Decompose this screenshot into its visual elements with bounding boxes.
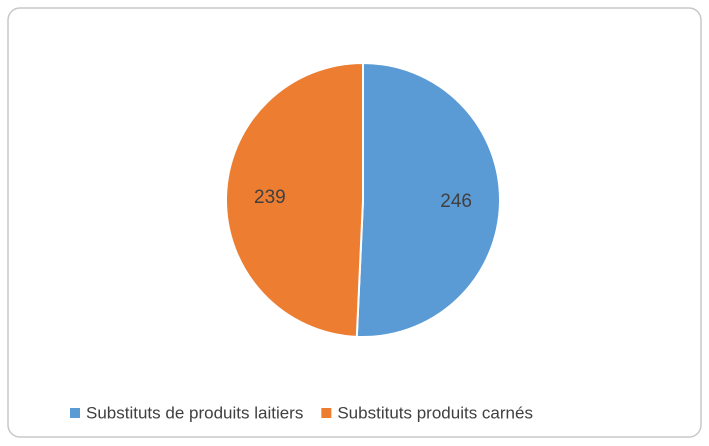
legend: Substituts de produits laitiers Substitut…	[70, 403, 533, 422]
legend-label: Substituts de produits laitiers	[86, 403, 303, 422]
legend-swatch	[70, 408, 80, 418]
data-label: 246	[440, 191, 472, 212]
data-label: 239	[254, 187, 286, 208]
legend-swatch	[321, 408, 332, 418]
pie-slice	[225, 61, 364, 338]
pie: 246 239	[225, 61, 501, 338]
legend-label: Substituts produits carnés	[337, 403, 533, 422]
pie-slice	[355, 61, 501, 338]
